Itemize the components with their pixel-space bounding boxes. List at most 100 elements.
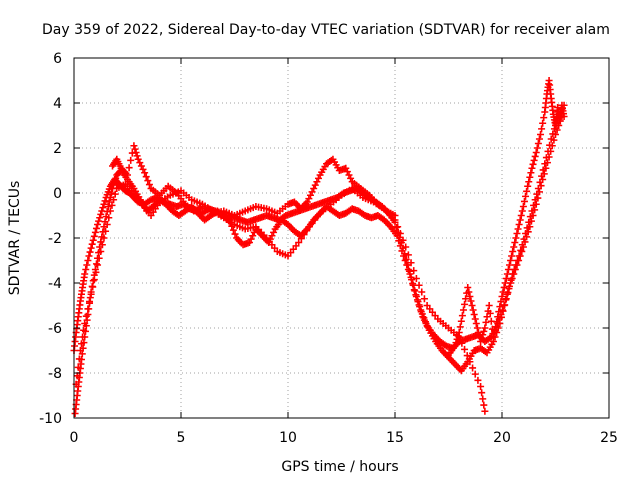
data-point [144,177,152,185]
data-point [452,339,460,347]
data-point [471,370,479,378]
data-point [489,333,497,341]
data-point [466,358,474,366]
data-point [537,131,545,138]
data-point [455,329,463,336]
data-point [496,303,504,311]
data-point [478,334,486,342]
data-point [87,244,95,252]
data-point [229,226,237,234]
data-point [526,173,534,181]
data-point [100,200,108,208]
data-point [110,196,118,204]
data-point [550,125,558,133]
data-point [303,227,311,235]
data-point [415,281,423,289]
data-point [412,275,420,282]
data-point [534,185,542,192]
data-point [471,315,479,323]
data-point [493,318,501,326]
data-point [527,169,535,177]
data-point [511,239,519,246]
y-tick-label: -10 [39,411,62,427]
data-point [461,300,469,308]
data-point [418,288,426,296]
data-point [111,190,119,198]
data-point [486,309,494,317]
data-point [458,339,466,347]
data-point [89,236,97,244]
data-point [103,221,111,228]
data-point [81,320,89,327]
data-point [526,213,534,221]
data-point [90,232,98,240]
x-tick-label: 15 [386,430,404,446]
data-point [515,252,523,260]
data-point [75,355,83,363]
data-point [479,395,487,403]
chart-title: Day 359 of 2022, Sidereal Day-to-day VTE… [42,22,610,38]
data-point [463,352,471,360]
data-point [536,178,544,186]
series-track-e [445,77,568,359]
data-point [132,149,140,156]
data-point [141,169,149,177]
data-point [512,234,520,242]
data-point [494,313,502,321]
data-point [514,225,522,233]
data-point [507,257,515,264]
data-point [96,214,104,222]
data-point [420,295,428,303]
data-point [398,247,406,255]
data-point [396,230,404,237]
data-point [107,189,115,197]
data-point [479,331,487,339]
data-point [540,114,548,122]
data-point [474,329,482,336]
data-point [477,338,485,345]
data-point [401,257,409,264]
data-point [505,261,513,269]
data-point [518,241,526,249]
data-point [499,288,507,296]
data-point [300,231,308,239]
data-point [465,288,473,296]
data-point [546,141,554,149]
data-point [466,293,474,300]
data-point [104,203,112,210]
data-point [92,268,100,276]
y-tick-label: 2 [53,141,62,157]
data-point [89,283,97,291]
data-point [406,270,414,278]
data-point [519,203,527,210]
data-point [407,259,415,267]
data-point [513,230,521,237]
data-point [473,324,481,332]
data-point [480,327,488,335]
data-point [535,135,543,143]
data-point [485,302,493,309]
data-point [403,261,411,269]
data-point [538,125,546,133]
data-point [533,144,541,152]
data-point [84,257,92,264]
data-point [518,248,526,255]
data-point [112,174,120,182]
data-point [509,248,517,255]
data-point [453,335,461,343]
data-point [539,166,547,174]
data-point [524,182,532,190]
data-point [130,142,138,150]
data-point [481,324,489,332]
data-point [459,306,467,314]
data-point [498,293,506,300]
data-point [404,251,412,259]
x-tick-label: 5 [177,430,186,446]
data-point [501,279,509,287]
data-point [451,342,459,350]
data-point [523,224,531,232]
data-point [91,228,99,236]
data-point [469,306,477,314]
data-point [86,294,94,302]
data-point [468,302,476,309]
